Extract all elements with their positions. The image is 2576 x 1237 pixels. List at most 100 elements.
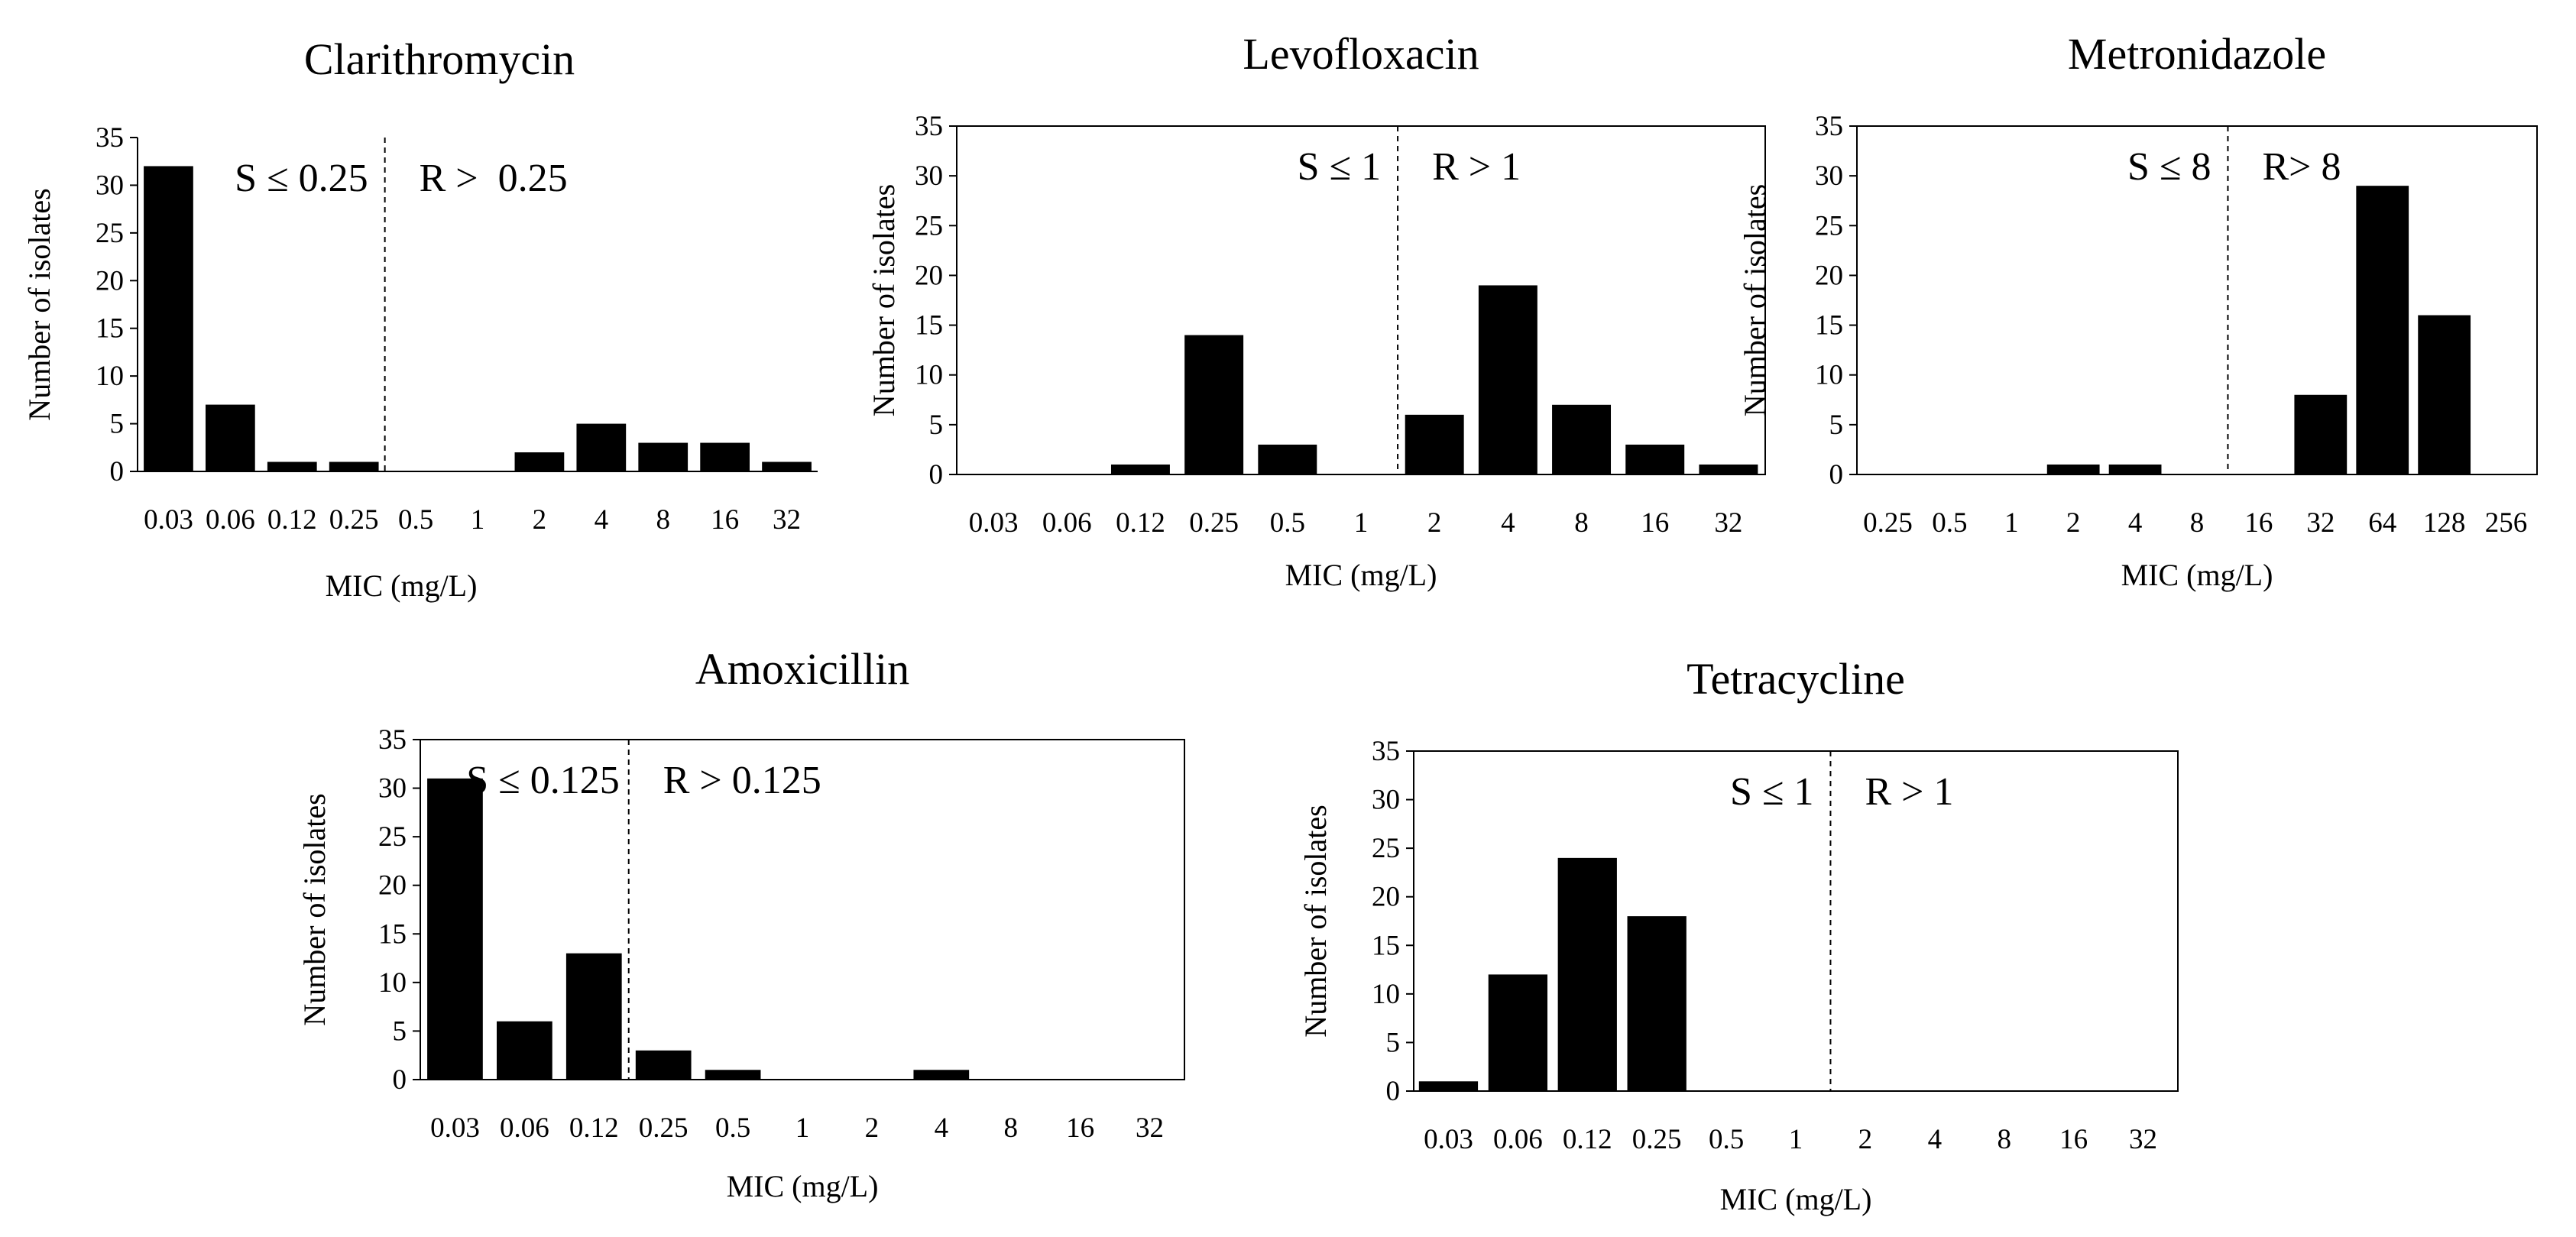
bar-8 bbox=[1552, 404, 1612, 474]
plot-frame bbox=[956, 125, 1766, 475]
y-tick-label: 10 bbox=[1815, 360, 1843, 391]
y-tick-label: 25 bbox=[96, 218, 124, 249]
y-tick-label: 15 bbox=[1815, 310, 1843, 342]
bar-32 bbox=[762, 461, 812, 471]
x-tick-label: 0.03 bbox=[144, 504, 193, 536]
y-axis-label: Number of isolates bbox=[22, 188, 57, 420]
susceptible-label: S ≤ 0.25 bbox=[235, 157, 368, 200]
y-tick-label: 35 bbox=[1372, 736, 1400, 767]
x-tick-label: 1 bbox=[2004, 507, 2019, 539]
susceptible-label: S ≤ 0.125 bbox=[466, 759, 619, 802]
x-tick-label: 2 bbox=[1858, 1124, 1873, 1155]
x-tick-label: 0.25 bbox=[1189, 507, 1239, 539]
y-tick-label: 0 bbox=[393, 1064, 407, 1096]
chart-levofloxacin: 0 5 10 15 20 25 30 35 0.03 0.06 0.12 0.25 0.5 1 2 4 8 16 3… bbox=[841, 0, 1766, 604]
bar-32 bbox=[2294, 394, 2348, 474]
resistant-label: R > 0.25 bbox=[420, 157, 568, 200]
y-tick-label: 5 bbox=[1386, 1027, 1401, 1058]
y-tick-label: 15 bbox=[378, 918, 407, 950]
x-tick-label: 0.03 bbox=[969, 507, 1019, 539]
bar-0.06 bbox=[1488, 974, 1547, 1091]
y-tick-label: 20 bbox=[1815, 260, 1843, 291]
x-tick-label: 16 bbox=[1641, 507, 1669, 539]
bar-32 bbox=[1699, 464, 1758, 474]
x-tick-label: 1 bbox=[795, 1112, 810, 1144]
x-axis-label: MIC (mg/L) bbox=[1285, 558, 1437, 592]
y-tick-label: 0 bbox=[1829, 459, 1844, 491]
x-tick-label: 0.03 bbox=[430, 1112, 480, 1144]
y-tick-label: 25 bbox=[1815, 210, 1843, 241]
bar-0.06 bbox=[497, 1021, 552, 1080]
chart-svg-tetracycline: 0 5 10 15 20 25 30 35 0.03 0.06 0.12 0.25 0.5 1 2 4 8 16 3… bbox=[1298, 654, 2179, 1216]
bar-4 bbox=[576, 423, 627, 471]
y-tick-label: 25 bbox=[1372, 833, 1400, 864]
y-tick-label: 15 bbox=[915, 310, 943, 342]
x-tick-label: 64 bbox=[2368, 507, 2396, 539]
bar-0.25 bbox=[635, 1050, 692, 1080]
x-tick-label: 0.03 bbox=[1424, 1124, 1473, 1155]
x-tick-label: 4 bbox=[1501, 507, 1515, 539]
chart-tetracycline: 0 5 10 15 20 25 30 35 0.03 0.06 0.12 0.25 0.5 1 2 4 8 16 3… bbox=[1253, 634, 2208, 1237]
x-tick-label: 0.12 bbox=[1116, 507, 1165, 539]
bar-0.03 bbox=[427, 778, 483, 1080]
y-tick-label: 0 bbox=[929, 459, 944, 491]
y-tick-label: 30 bbox=[915, 160, 943, 192]
x-tick-label: 0.12 bbox=[267, 504, 317, 536]
chart-title: Amoxicillin bbox=[695, 644, 909, 694]
plot-frame bbox=[420, 739, 1185, 1080]
x-tick-label: 16 bbox=[2059, 1124, 2088, 1155]
x-tick-label: 0.06 bbox=[500, 1112, 549, 1144]
plot-area: 0 5 10 15 20 25 30 35 0.25 0.5 1 2 4 8 16 32 64 128 256 bbox=[1815, 111, 2538, 539]
plot-area: 0 5 10 15 20 25 30 35 0.03 0.06 0.12 0.25 0.5 1 2 4 8 16 3… bbox=[96, 122, 818, 536]
x-tick-label: 0.5 bbox=[1709, 1124, 1744, 1155]
y-tick-label: 5 bbox=[110, 409, 125, 440]
chart-metronidazole: 0 5 10 15 20 25 30 35 0.25 0.5 1 2 4 8 16 32 64 128 256 Me… bbox=[1704, 0, 2576, 604]
x-tick-label: 0.06 bbox=[1042, 507, 1092, 539]
plot-area: 0 5 10 15 20 25 30 35 0.03 0.06 0.12 0.25 0.5 1 2 4 8 16 3… bbox=[915, 111, 1766, 539]
x-tick-label: 4 bbox=[935, 1112, 949, 1144]
chart-title: Metronidazole bbox=[2068, 29, 2326, 79]
x-tick-label: 32 bbox=[1136, 1112, 1164, 1144]
susceptible-label: S ≤ 8 bbox=[2127, 145, 2211, 189]
y-tick-label: 20 bbox=[96, 265, 124, 296]
resistant-label: R > 1 bbox=[1865, 770, 1953, 814]
bar-64 bbox=[2356, 186, 2409, 474]
x-tick-label: 8 bbox=[1574, 507, 1589, 539]
x-tick-label: 4 bbox=[2128, 507, 2143, 539]
y-axis-label: Number of isolates bbox=[1298, 805, 1333, 1037]
bar-2 bbox=[2046, 464, 2100, 474]
y-tick-label: 25 bbox=[915, 210, 943, 241]
y-tick-label: 30 bbox=[96, 170, 124, 201]
bar-2 bbox=[514, 452, 565, 471]
y-axis-label: Number of isolates bbox=[297, 793, 332, 1025]
x-tick-label: 256 bbox=[2485, 507, 2528, 539]
x-tick-label: 0.25 bbox=[1632, 1124, 1682, 1155]
resistant-label: R> 8 bbox=[2262, 145, 2341, 189]
x-tick-label: 0.25 bbox=[329, 504, 379, 536]
chart-title: Levofloxacin bbox=[1243, 29, 1479, 79]
y-tick-label: 10 bbox=[96, 361, 124, 392]
susceptible-label: S ≤ 1 bbox=[1298, 145, 1381, 189]
x-tick-label: 2 bbox=[865, 1112, 880, 1144]
x-tick-label: 1 bbox=[1789, 1124, 1803, 1155]
bar-16 bbox=[1625, 444, 1685, 474]
x-tick-label: 16 bbox=[1066, 1112, 1094, 1144]
x-tick-label: 16 bbox=[2244, 507, 2273, 539]
y-tick-label: 25 bbox=[378, 821, 407, 853]
y-tick-label: 15 bbox=[96, 313, 124, 345]
chart-svg-metronidazole: 0 5 10 15 20 25 30 35 0.25 0.5 1 2 4 8 16 32 64 128 256 Me… bbox=[1738, 29, 2538, 592]
y-tick-label: 35 bbox=[96, 122, 124, 154]
chart-title: Tetracycline bbox=[1687, 654, 1905, 704]
chart-svg-amoxicillin: 0 5 10 15 20 25 30 35 0.03 0.06 0.12 0.25 0.5 1 2 4 8 16 3… bbox=[297, 644, 1185, 1203]
x-tick-label: 1 bbox=[471, 504, 485, 536]
bar-4 bbox=[913, 1070, 970, 1080]
chart-svg-clarithromycin: 0 5 10 15 20 25 30 35 0.03 0.06 0.12 0.25 0.5 1 2 4 8 16 3… bbox=[22, 34, 818, 603]
bar-0.5 bbox=[705, 1070, 761, 1080]
bar-128 bbox=[2418, 315, 2471, 474]
bar-0.12 bbox=[1110, 464, 1170, 474]
y-tick-label: 5 bbox=[929, 410, 944, 441]
bar-4 bbox=[2108, 464, 2162, 474]
y-tick-label: 20 bbox=[378, 870, 407, 902]
resistant-label: R > 0.125 bbox=[663, 759, 821, 802]
bar-0.12 bbox=[1557, 857, 1617, 1091]
